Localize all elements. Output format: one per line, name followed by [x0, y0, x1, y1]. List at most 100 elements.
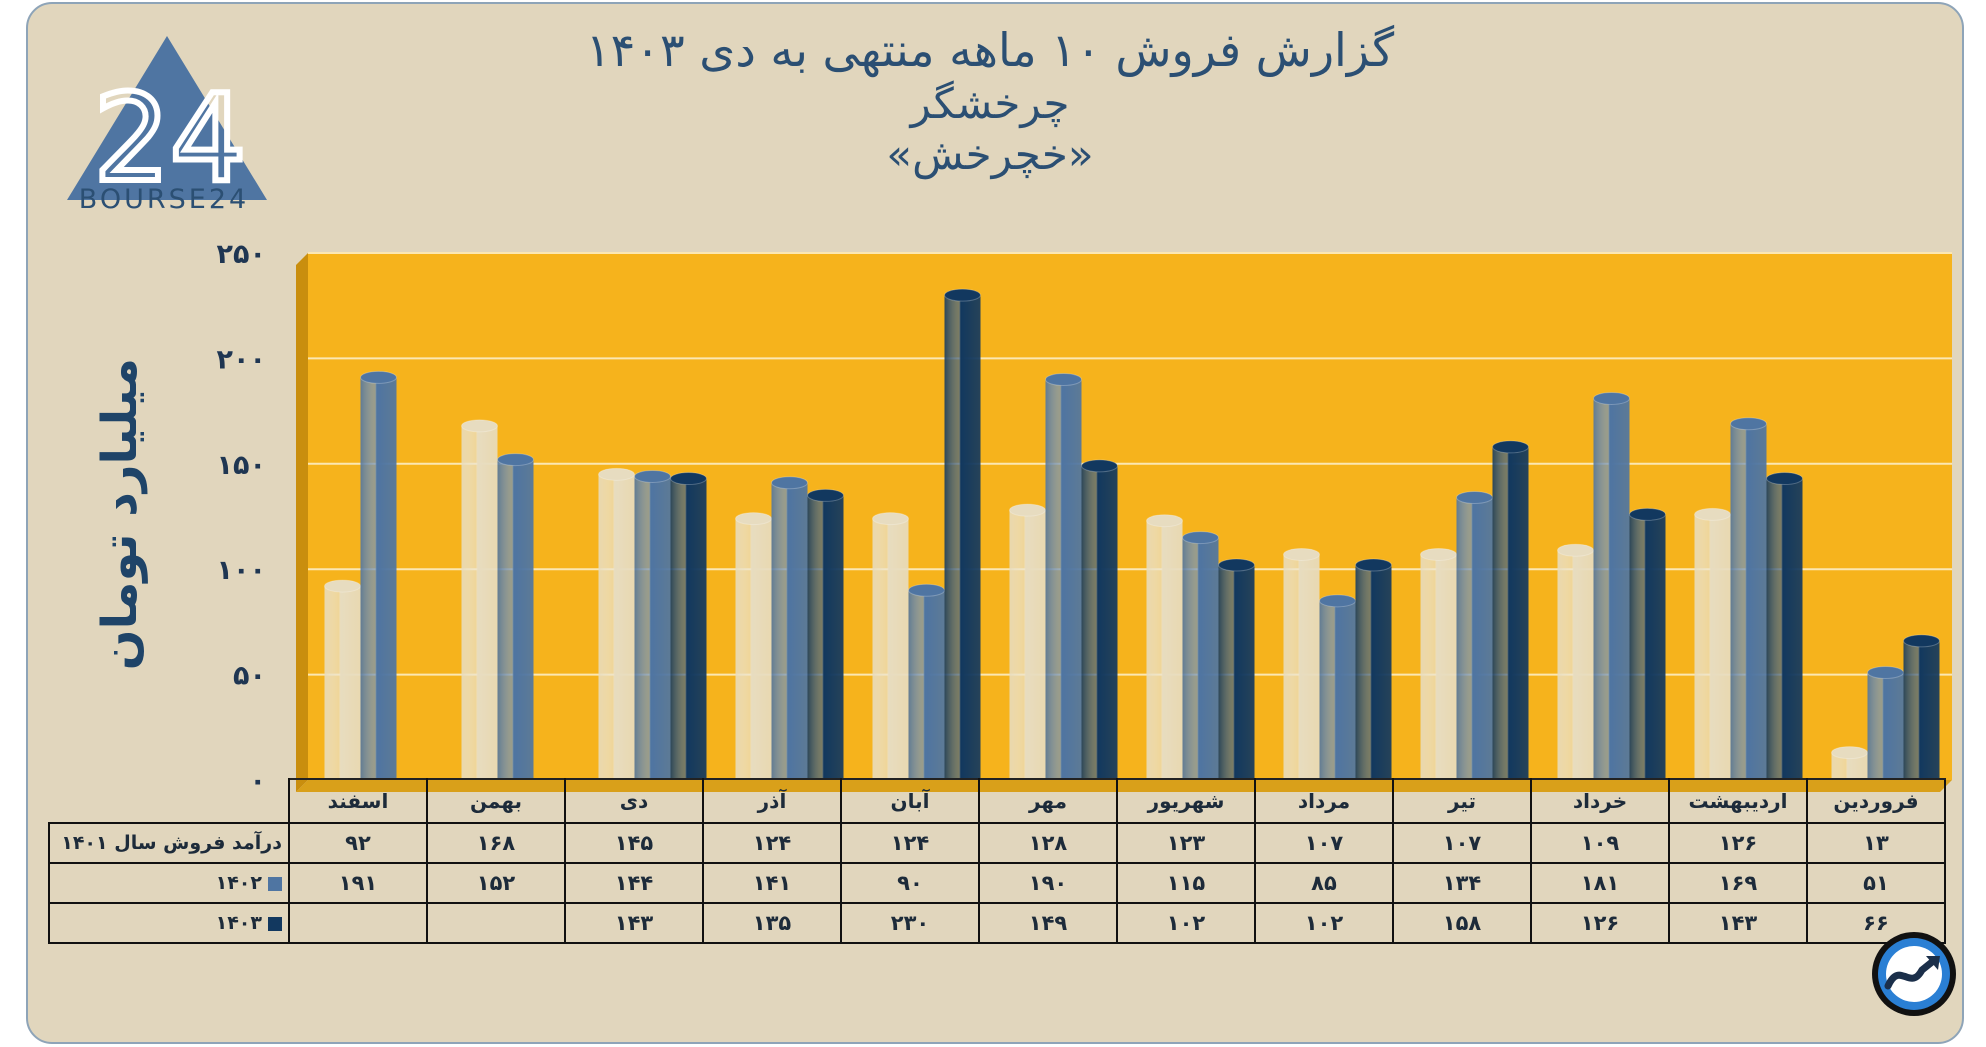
bars: [324, 288, 1940, 780]
bar-shade: [1355, 564, 1392, 780]
bar-cap: [598, 467, 635, 481]
data-label: ۱۴۳: [1668, 902, 1808, 944]
bar-shade: [1283, 554, 1320, 780]
bar-cap: [1867, 665, 1904, 679]
data-label: ۱۳۵: [702, 902, 842, 944]
data-label: ۱۳۴: [1392, 862, 1532, 904]
table-row: ۵۱ ۱۶۹ ۱۸۱ ۱۳۴ ۸۵ ۱۱۵ ۱۹۰ ۹۰ ۱۴۱ ۱۴۴ ۱۵۲ ۱۹۱ ۱۴۰۲: [48, 862, 1946, 904]
bar-cap: [771, 476, 808, 490]
legend-swatch: [268, 916, 282, 931]
y-tick-label: ۵۰: [233, 661, 266, 692]
bar-cap: [1045, 372, 1082, 386]
plot-area: [296, 253, 1952, 792]
legend-entry: ۱۴۰۳: [48, 902, 290, 944]
data-label: ۱۴۵: [564, 822, 704, 864]
data-label: ۹۲: [288, 822, 428, 864]
bar-shade: [1629, 514, 1666, 780]
gridlines: [308, 252, 1952, 676]
bar-cap: [360, 370, 397, 384]
bar-shade: [1694, 514, 1731, 780]
bar-cap: [1009, 503, 1046, 517]
y-tick-label: ۲۵۰: [217, 239, 266, 270]
bar-cap: [735, 512, 772, 526]
data-label: ۱۹۰: [978, 862, 1118, 904]
data-label: ۱۵۸: [1392, 902, 1532, 944]
bourse24-logo-icon: 24: [67, 36, 267, 212]
data-label: ۱۶۸: [426, 822, 566, 864]
data-label: [426, 902, 566, 944]
y-tick-label: ۰: [250, 766, 266, 797]
bar-shade: [1766, 478, 1803, 780]
data-table: فروردین اردیبهشت خرداد تیر مرداد شهریور مهر آبا…: [48, 778, 1946, 944]
x-tick-label: مرداد: [1254, 778, 1394, 824]
bar-shade: [807, 495, 844, 780]
table-corner: [49, 779, 289, 823]
bar-cap: [1319, 594, 1356, 608]
title-line-2: چرخشگر: [910, 79, 1070, 129]
bar-cap: [944, 288, 981, 302]
y-tick-label: ۲۰۰: [217, 344, 266, 375]
bar-cap: [1081, 459, 1118, 473]
bar-cap: [1694, 507, 1731, 521]
bar-shade: [598, 474, 635, 780]
bar-shade: [1081, 465, 1118, 780]
bar-shade: [461, 425, 498, 780]
data-label: ۱۴۴: [564, 862, 704, 904]
data-label: ۹۰: [840, 862, 980, 904]
x-tick-label: تیر: [1392, 778, 1532, 824]
data-label: ۱۰۲: [1254, 902, 1394, 944]
table-row: ۱۳ ۱۲۶ ۱۰۹ ۱۰۷ ۱۰۷ ۱۲۳ ۱۲۸ ۱۲۴ ۱۲۴ ۱۴۵ ۱۶۸ ۹۲ درآمد …: [48, 822, 1946, 864]
bar-shade: [1903, 640, 1940, 780]
data-label: ۵۱: [1806, 862, 1946, 904]
bar-shade: [944, 295, 981, 780]
bar-cap: [1456, 491, 1493, 505]
chart-trend-icon[interactable]: [1870, 930, 1958, 1018]
bar-cap: [1182, 531, 1219, 545]
data-label: ۱۰۷: [1392, 822, 1532, 864]
data-label: ۱۴۱: [702, 862, 842, 904]
bar-cap: [461, 419, 498, 433]
data-label: ۱۹۱: [288, 862, 428, 904]
data-label: ۱۲۴: [840, 822, 980, 864]
bar-cap: [1766, 472, 1803, 486]
bar-cap: [1629, 507, 1666, 521]
bar-cap: [1283, 547, 1320, 561]
plot-background: [308, 253, 1952, 780]
logo-mark: 24: [94, 70, 247, 209]
bar-shade: [1492, 446, 1529, 780]
bar-cap: [1218, 558, 1255, 572]
x-tick-label: خرداد: [1530, 778, 1670, 824]
y-axis-ticks: ۰ ۵۰ ۱۰۰ ۱۵۰ ۲۰۰ ۲۵۰: [217, 239, 266, 797]
bar-shade: [634, 476, 671, 780]
bar-cap: [497, 453, 534, 467]
bar-cap: [634, 469, 671, 483]
bar-cap: [1831, 746, 1868, 760]
data-label: ۱۰۲: [1116, 902, 1256, 944]
legend-label: ۱۴۰۳: [215, 912, 262, 934]
data-label: ۱۴۹: [978, 902, 1118, 944]
title-line-1: گزارش فروش ۱۰ ماهه منتهی به دی ۱۴۰۳: [585, 23, 1395, 77]
bar-shade: [872, 518, 909, 780]
bar-shade: [1218, 564, 1255, 780]
data-label: ۱۲۳: [1116, 822, 1256, 864]
x-tick-label: فروردین: [1806, 778, 1946, 824]
x-tick-label: آبان: [840, 778, 980, 824]
bar-shade: [1456, 497, 1493, 780]
title-line-3: «خچرخش»: [886, 130, 1094, 180]
x-tick-label: اردیبهشت: [1668, 778, 1808, 824]
legend-entry: درآمد فروش سال ۱۴۰۱: [48, 822, 290, 864]
bar-shade: [1319, 600, 1356, 780]
bar-shade: [497, 459, 534, 780]
bar-shade: [1557, 550, 1594, 780]
bar-cap: [670, 472, 707, 486]
chart-title: گزارش فروش ۱۰ ماهه منتهی به دی ۱۴۰۳ چرخش…: [560, 22, 1420, 181]
bar-cap: [1903, 634, 1940, 648]
bar-shade: [1009, 510, 1046, 780]
bar-cap: [1492, 440, 1529, 454]
bar-shade: [1593, 398, 1630, 780]
data-label: ۱۲۸: [978, 822, 1118, 864]
bar-shade: [1420, 554, 1457, 780]
bar-cap: [1420, 547, 1457, 561]
bar-shade: [771, 482, 808, 780]
